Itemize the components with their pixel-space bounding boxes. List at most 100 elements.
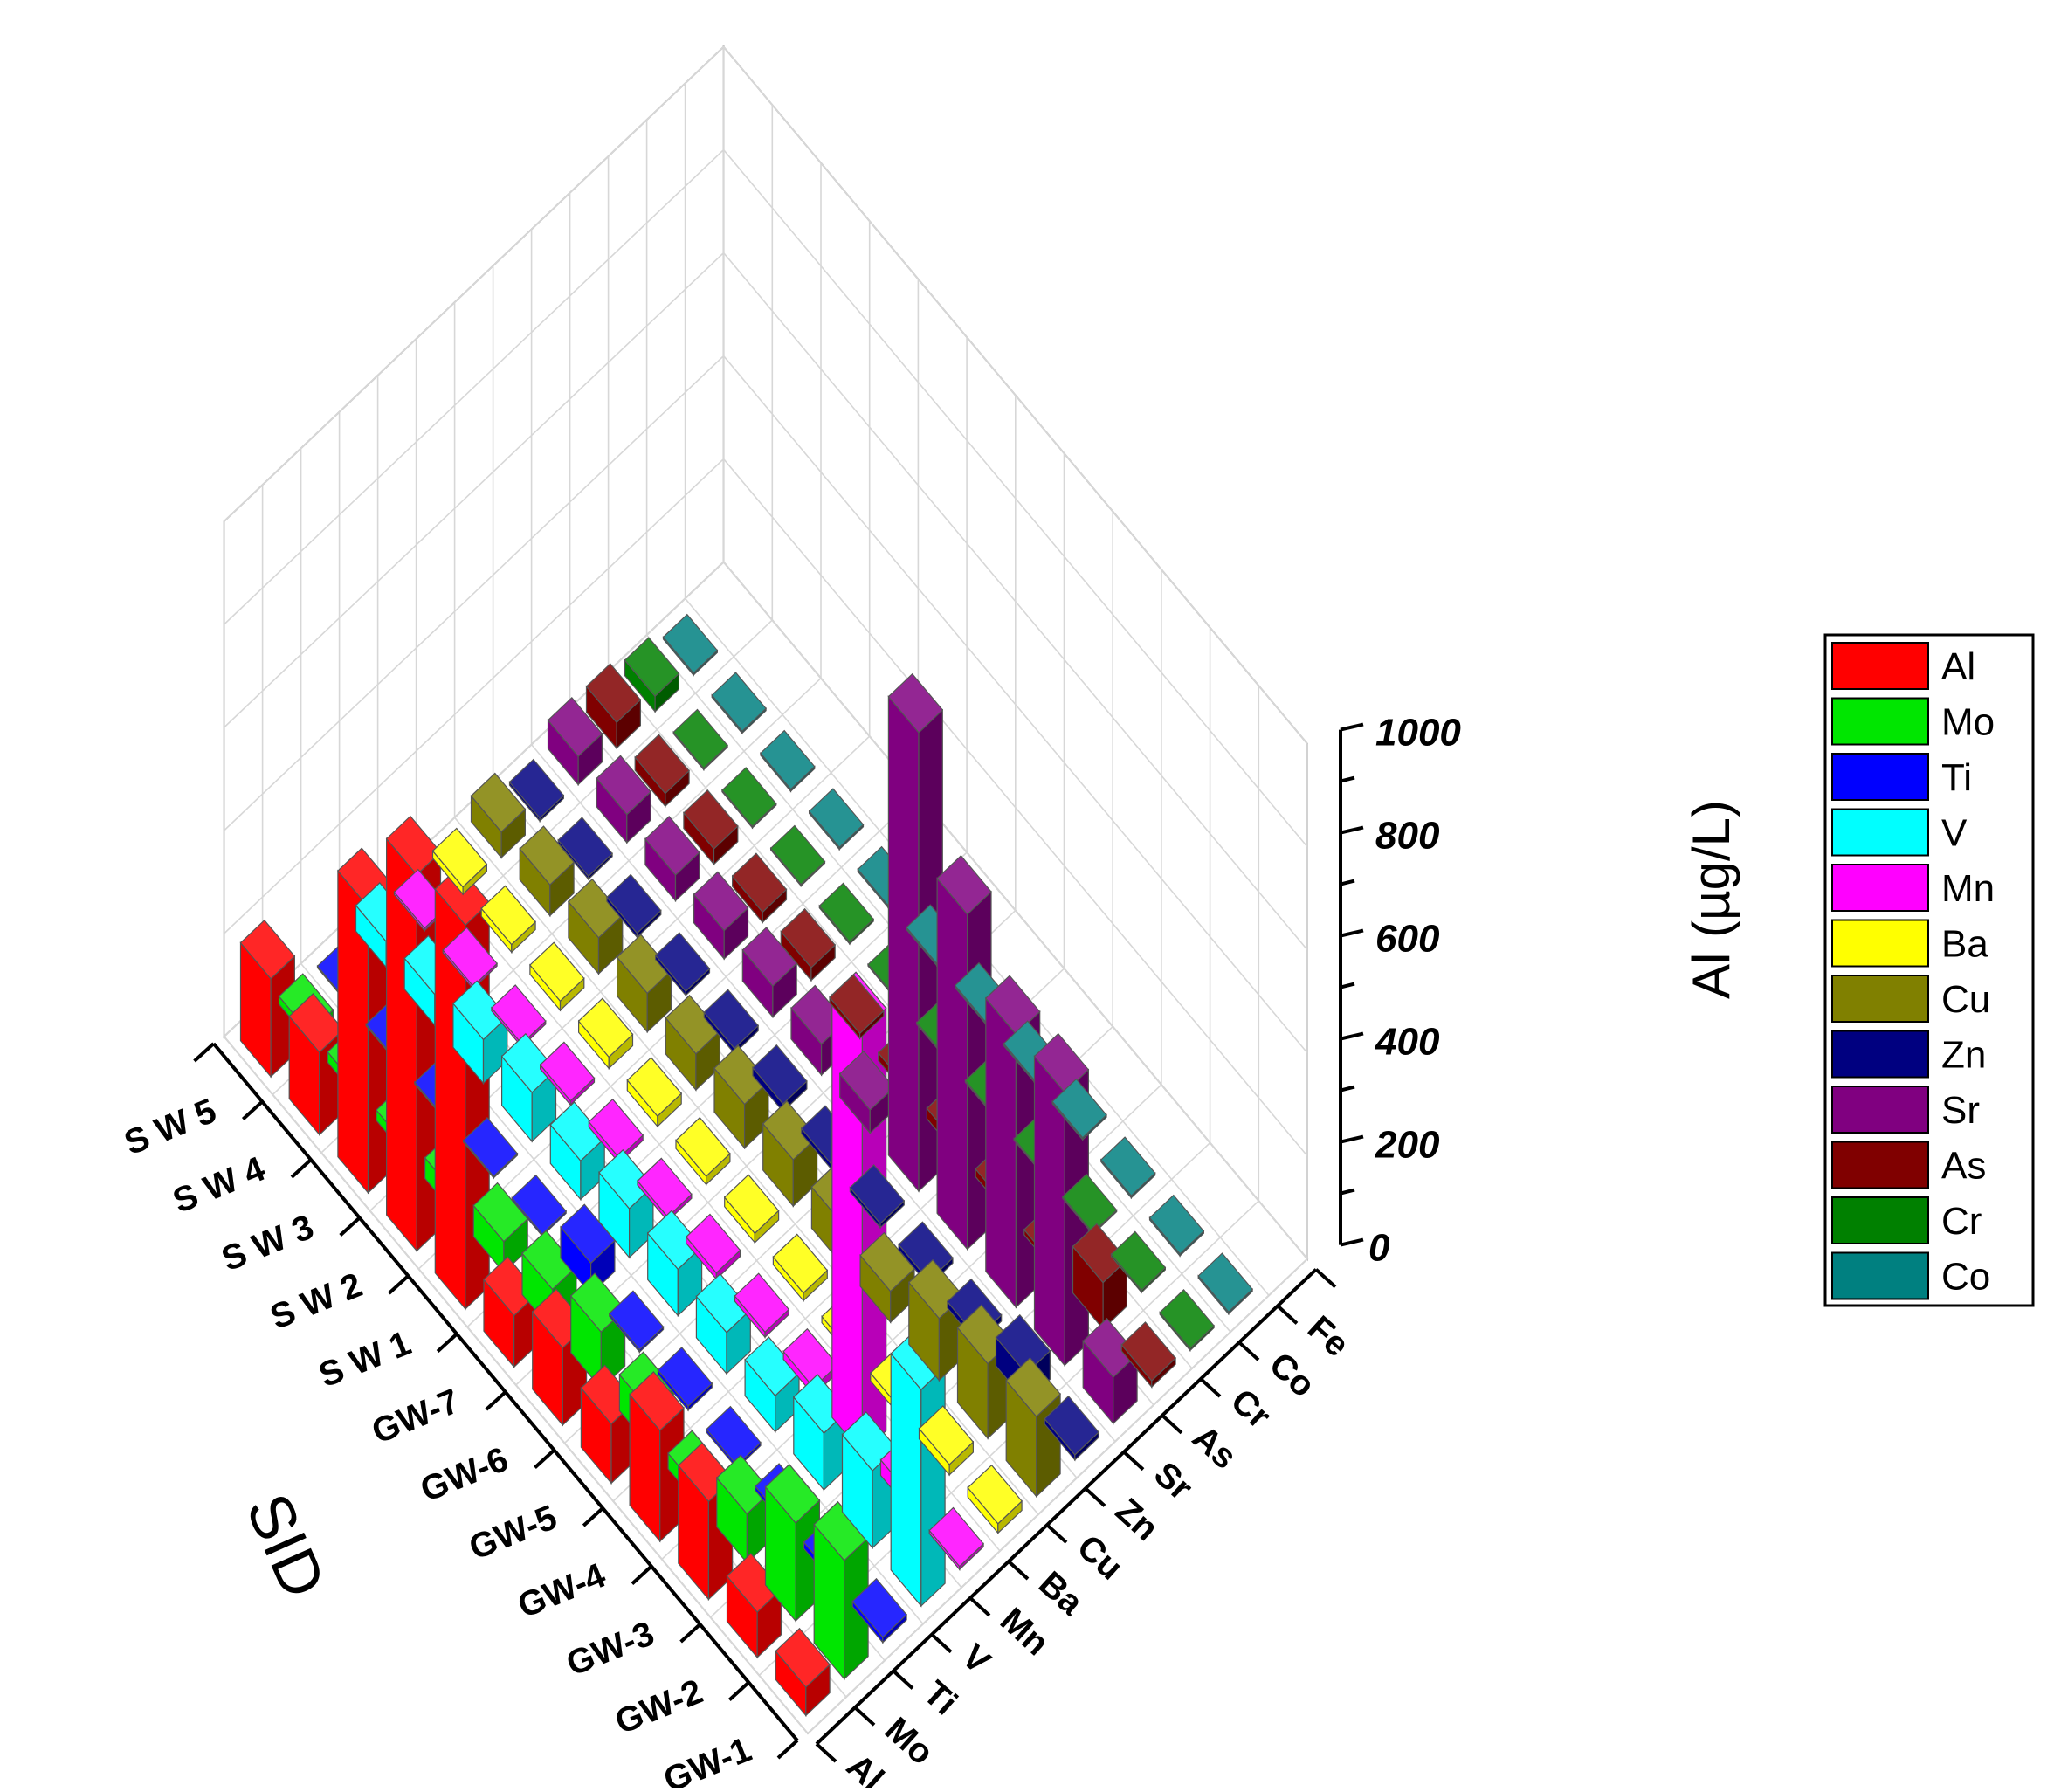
bar-cr-sw1 [818, 882, 875, 946]
bar-zn-sw5 [508, 758, 565, 823]
bar-ba-gw-1 [967, 1464, 1023, 1535]
bar-as-sw2 [731, 852, 788, 924]
bar-co-sw4 [711, 672, 767, 735]
bar-v-sw2 [500, 1032, 557, 1143]
bar-co-gw-2 [1148, 1194, 1205, 1258]
bar-co-sw5 [662, 613, 719, 677]
bar-as-sw3 [683, 789, 739, 866]
bar-al-gw-1 [775, 1627, 831, 1718]
bar-ba-gw-7 [675, 1116, 731, 1187]
bar-co-gw-1 [1197, 1252, 1253, 1316]
y-tick [1340, 1031, 1364, 1041]
bar-mn-sw4 [442, 927, 498, 990]
y-tick [1340, 775, 1355, 783]
bar-cu-sw5 [470, 772, 527, 859]
x-tick-label: GW-7 [367, 1382, 465, 1451]
bar-v-gw-7 [598, 1148, 654, 1259]
bar-cr-gw-2 [1110, 1230, 1167, 1294]
depth-tick-label: Cr [1223, 1382, 1278, 1436]
x-tick-label: GW-6 [415, 1440, 513, 1510]
depth-tick-label: Mn [993, 1601, 1056, 1663]
depth-tick [815, 1742, 837, 1763]
depth-tick [1314, 1268, 1337, 1289]
x-tick [776, 1739, 799, 1760]
bar-co-sw2 [808, 788, 865, 851]
bar-ba-sw4 [480, 885, 536, 955]
x-tick-label: S W 2 [265, 1265, 367, 1337]
bar-v-gw-4 [744, 1336, 800, 1434]
legend-frame [1823, 633, 2035, 1307]
x-tick-label: GW-2 [610, 1672, 708, 1742]
bar-as-gw-2 [1072, 1223, 1128, 1331]
bar-as-sw1 [780, 907, 837, 982]
bar-ba-sw3 [529, 941, 585, 1012]
bar-cu-gw-7 [713, 1044, 769, 1150]
depth-tick [968, 1596, 991, 1617]
floor-grid-line [807, 1258, 1308, 1734]
bar-as-sw5 [585, 663, 642, 750]
bar-cu-sw2 [616, 934, 672, 1034]
bar-mn-sw2 [539, 1041, 596, 1106]
x-tick-label: GW-3 [562, 1614, 660, 1684]
y-tick [1340, 879, 1355, 886]
y-tick [1340, 1237, 1364, 1247]
depth-tick-label: Fe [1300, 1308, 1356, 1364]
bar-v-sw3 [452, 980, 508, 1086]
x-tick [388, 1274, 410, 1295]
bar-ba-sw1 [626, 1057, 683, 1128]
legend-label-ti: Ti [1941, 756, 1972, 799]
x-tick [679, 1623, 701, 1644]
bar-ba-gw-5 [772, 1233, 829, 1303]
x-tick-label: S W 1 [314, 1324, 416, 1396]
bar-sr-gw-1 [1082, 1317, 1138, 1425]
bar-ba-sw5 [431, 827, 488, 896]
bar-cu-sw4 [519, 825, 575, 918]
x-tick [582, 1506, 604, 1527]
legend-label-ba: Ba [1941, 923, 1988, 966]
bar-zn-sw4 [557, 817, 613, 881]
y-tick [1340, 1085, 1355, 1092]
bar-cr-gw-1 [1159, 1289, 1215, 1353]
legend-swatch-sr [1831, 1086, 1929, 1134]
x-tick [631, 1565, 653, 1585]
x-tick-label: S W 3 [217, 1208, 319, 1279]
y-tick [1340, 825, 1364, 835]
legend-swatch-mn [1831, 864, 1929, 912]
bar-sr-sw3 [644, 816, 700, 903]
bar-mn-gw-1 [928, 1506, 984, 1571]
bar-sr-sw2 [693, 871, 749, 961]
y-tick-label: 400 [1375, 1021, 1440, 1064]
bar-zn-sw3 [606, 873, 662, 939]
legend-label-mn: Mn [1941, 867, 1995, 910]
legend: Al Mo Ti V Mn Ba Cu Zn Sr As Cr Co [1823, 633, 2035, 1307]
bar-ti-gw-5 [657, 1347, 713, 1412]
bar-cu-gw-1 [1005, 1357, 1061, 1499]
x-tick [485, 1390, 507, 1411]
bar-co-gw-3 [1099, 1136, 1156, 1200]
legend-swatch-al [1831, 642, 1929, 690]
legend-label-zn: Zn [1941, 1034, 1986, 1077]
depth-tick [1161, 1414, 1183, 1435]
bar-cr-sw5 [624, 637, 680, 713]
bar-al-sw5 [239, 919, 296, 1079]
bar-zn-gw-1 [1044, 1395, 1099, 1462]
legend-swatch-as [1831, 1141, 1929, 1189]
depth-tick [853, 1706, 876, 1727]
bar-al-gw-2 [726, 1553, 782, 1659]
legend-label-as: As [1941, 1145, 1986, 1188]
legend-swatch-v [1831, 808, 1929, 857]
bar-mn-gw-6 [685, 1213, 741, 1281]
bar-al-gw-7 [483, 1256, 539, 1369]
depth-tick-label: Mo [878, 1710, 941, 1772]
legend-swatch-cr [1831, 1196, 1929, 1244]
depth-tick [1276, 1304, 1299, 1325]
bar-sr-sw1 [741, 927, 798, 1019]
legend-label-cu: Cu [1941, 978, 1990, 1021]
bar-cr-sw3 [721, 767, 777, 830]
y-tick [1340, 1134, 1364, 1144]
bar-v-gw-5 [695, 1272, 752, 1375]
depth-tick-label: Al [839, 1747, 891, 1788]
depth-tick [1199, 1377, 1222, 1398]
bar-cu-sw3 [568, 878, 624, 975]
bar-mn-gw-5 [734, 1272, 790, 1339]
